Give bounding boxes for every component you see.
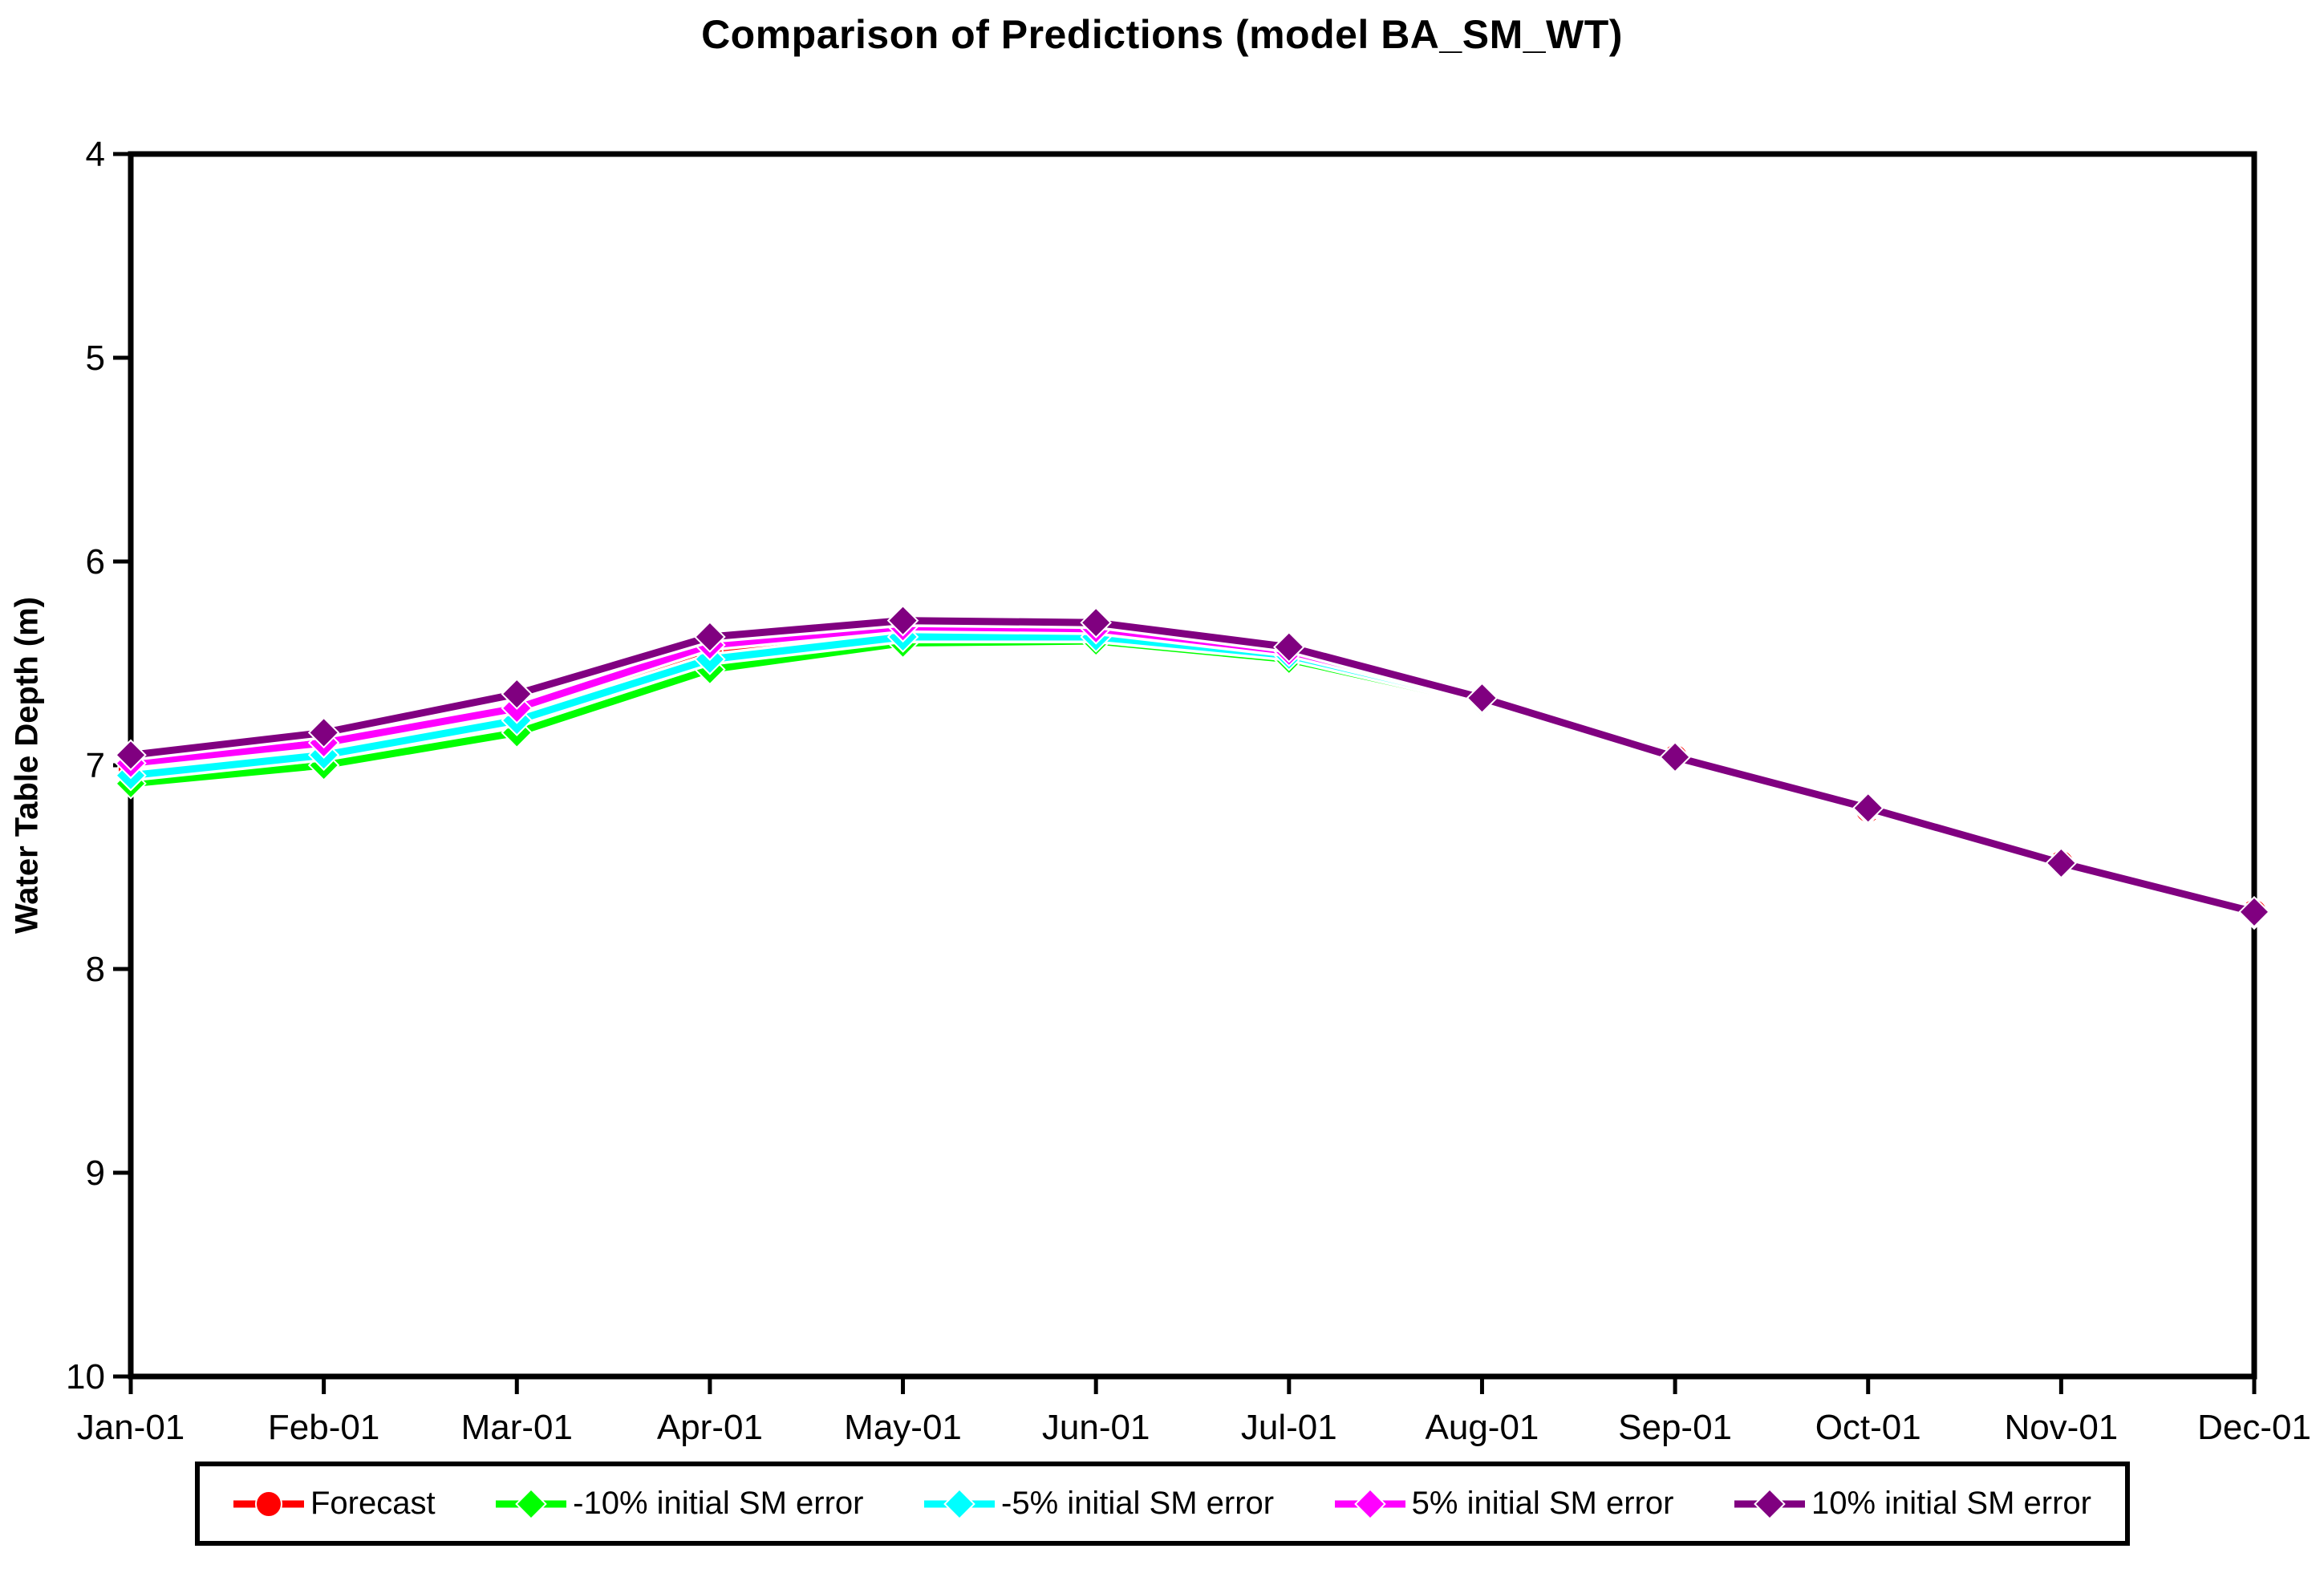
diamond-marker-icon (924, 1487, 996, 1520)
series-10-initial-sm-error (115, 604, 2270, 928)
series-line-underlay-10-initial-sm-error (130, 634, 2256, 921)
data-point-marker-10-initial-sm-error (501, 678, 533, 710)
series-line-10-initial-sm-error (130, 637, 2256, 918)
legend-item-10-initial-sm-error: -10% initial SM error (496, 1485, 863, 1523)
x-tick-label: Jul-01 (1241, 1408, 1337, 1447)
series-forecast (117, 617, 2268, 926)
series-line-underlay-5-initial-sm-error (130, 630, 2256, 918)
data-point-marker-10-initial-sm-error (2045, 847, 2078, 879)
y-tick-label: 6 (86, 542, 105, 582)
data-point-marker-10-initial-sm-error (694, 621, 726, 653)
x-tick-label: Oct-01 (1815, 1408, 1921, 1447)
x-tick-label: Feb-01 (268, 1408, 379, 1447)
data-point-marker-10-initial-sm-error (1466, 682, 1499, 714)
legend-item-label: -5% initial SM error (1001, 1486, 1275, 1521)
x-tick-label: Dec-01 (2197, 1408, 2311, 1447)
x-tick-label: Sep-01 (1618, 1408, 1732, 1447)
series-5-initial-sm-error (115, 621, 2270, 928)
x-tick-label: May-01 (844, 1408, 962, 1447)
series-line-forecast (130, 626, 2256, 916)
y-tick-label: 5 (86, 339, 105, 378)
diamond-marker-icon (496, 1487, 567, 1520)
series-10-initial-sm-error (115, 625, 2270, 930)
data-point-marker-10-initial-sm-error (1659, 741, 1691, 773)
data-point-marker-10-initial-sm-error (886, 604, 919, 637)
data-point-marker-legend (1754, 1487, 1786, 1520)
series-line-10-initial-sm-error (130, 617, 2256, 916)
data-point-marker-legend (943, 1487, 975, 1520)
data-point-marker-10-initial-sm-error (307, 716, 340, 749)
series-line-5-initial-sm-error (130, 633, 2256, 916)
circle-marker-icon (233, 1490, 304, 1518)
data-point-marker-10-initial-sm-error (1273, 630, 1305, 663)
y-tick-label: 9 (86, 1153, 105, 1193)
data-point-marker-10-initial-sm-error (1851, 792, 1884, 825)
x-tick-label: Mar-01 (461, 1408, 573, 1447)
chart-title: Comparison of Predictions (model BA_SM_W… (701, 12, 1623, 57)
legend-item-label: 5% initial SM error (1411, 1486, 1674, 1521)
y-tick-label: 10 (66, 1357, 105, 1397)
legend-item-label: -10% initial SM error (573, 1486, 864, 1521)
series-5-initial-sm-error (115, 610, 2270, 928)
y-tick-label: 8 (86, 950, 105, 989)
legend-item-5-initial-sm-error: -5% initial SM error (924, 1485, 1274, 1523)
x-tick-label: Jan-01 (77, 1408, 185, 1447)
diamond-marker-icon (1734, 1487, 1805, 1520)
x-tick-label: Aug-01 (1426, 1408, 1539, 1447)
x-tick-label: Apr-01 (657, 1408, 763, 1447)
y-tick-label: 7 (86, 746, 105, 785)
data-point-marker-legend (255, 1490, 282, 1518)
data-point-marker-10-initial-sm-error (115, 739, 147, 772)
legend-item-label: 10% initial SM error (1811, 1486, 2091, 1521)
series-line-underlay-10-initial-sm-error (130, 614, 2256, 918)
data-point-marker-10-initial-sm-error (1080, 606, 1112, 639)
legend-item-forecast: Forecast (233, 1485, 436, 1523)
x-tick-label: Jun-01 (1042, 1408, 1150, 1447)
legend: Forecast -10% initial SM error -5% initial… (195, 1462, 2130, 1546)
legend-item-10-initial-sm-error: 10% initial SM error (1734, 1485, 2091, 1523)
data-point-marker-10-initial-sm-error (2238, 896, 2270, 928)
series-line-underlay-5-initial-sm-error (130, 620, 2256, 918)
series-line-5-initial-sm-error (130, 622, 2256, 916)
legend-item-5-initial-sm-error: 5% initial SM error (1334, 1485, 1674, 1523)
x-tick-label: Nov-01 (2004, 1408, 2118, 1447)
y-tick-label: 4 (86, 135, 105, 174)
data-point-marker-legend (1353, 1487, 1386, 1520)
diamond-marker-icon (1334, 1487, 1405, 1520)
legend-item-label: Forecast (310, 1486, 436, 1521)
data-point-marker-legend (515, 1487, 547, 1520)
plot-border (128, 151, 2257, 1380)
series-line-underlay-forecast (130, 624, 2256, 918)
